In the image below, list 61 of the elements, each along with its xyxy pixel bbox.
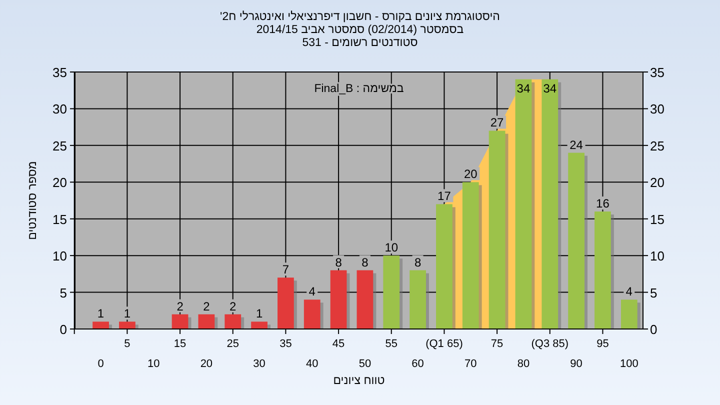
data-label: 1 bbox=[97, 306, 104, 321]
data-label: 4 bbox=[626, 284, 633, 299]
data-label: 24 bbox=[570, 138, 584, 152]
data-label: 20 bbox=[464, 167, 478, 182]
x-tick-label: 25 bbox=[226, 338, 239, 350]
y-axis-title: מספר סטודנטים bbox=[27, 161, 39, 240]
data-label: 1 bbox=[124, 306, 131, 321]
x-tick-label: 45 bbox=[332, 338, 345, 350]
y2-tick-label: 30 bbox=[650, 102, 664, 117]
x-axis-title: טווח ציונים bbox=[333, 375, 385, 387]
data-label: 1 bbox=[256, 306, 263, 321]
x-tick-label: 35 bbox=[280, 338, 292, 350]
chart-title: היסטוגרמת ציונים בקורס - חשבון דיפרנציאלי ואינטגרלי ח2' bbox=[220, 10, 500, 23]
x-tick-label: 95 bbox=[596, 338, 609, 350]
y2-tick-label: 25 bbox=[650, 138, 664, 154]
data-label: 2 bbox=[176, 299, 184, 314]
y2-tick-label: 0 bbox=[650, 322, 658, 337]
x-tick-label: 10 bbox=[147, 358, 160, 370]
y2-tick-label: 15 bbox=[650, 212, 664, 227]
x-tick-label: 20 bbox=[200, 358, 213, 370]
data-label: 10 bbox=[384, 240, 398, 255]
x-tick-label: 50 bbox=[358, 358, 372, 370]
y-tick-label: 10 bbox=[52, 248, 67, 264]
data-label: 34 bbox=[543, 81, 557, 96]
x-tick-label: 5 bbox=[124, 338, 130, 350]
x-tick-label: 0 bbox=[98, 358, 104, 370]
y-tick-label: 5 bbox=[60, 285, 67, 300]
y2-tick-label: 5 bbox=[650, 285, 658, 300]
x-tick-label: (Q3 85) bbox=[531, 338, 569, 350]
data-label: 16 bbox=[596, 196, 610, 211]
y2-tick-label: 35 bbox=[650, 65, 664, 80]
data-label: 7 bbox=[282, 262, 290, 277]
data-label: 8 bbox=[362, 255, 369, 270]
data-label: 27 bbox=[490, 116, 504, 130]
data-label: 2 bbox=[230, 299, 237, 314]
data-label: 8 bbox=[335, 255, 342, 270]
x-tick-label: 70 bbox=[464, 358, 477, 370]
x-tick-label: 60 bbox=[412, 358, 424, 370]
x-tick-label: 15 bbox=[174, 338, 186, 350]
data-label: 4 bbox=[308, 284, 316, 299]
x-tick-label: 100 bbox=[620, 358, 638, 370]
chart-subtitle: בסמסטר (02/2014) סמסטר אביב 2014/15 סטודנטים רשומים - 531 bbox=[256, 24, 464, 49]
x-tick-label: 55 bbox=[385, 338, 398, 350]
y-tick-label: 20 bbox=[52, 175, 67, 190]
y2-tick-label: 20 bbox=[650, 175, 664, 190]
y-tick-label: 0 bbox=[60, 322, 67, 337]
data-label: 17 bbox=[438, 189, 452, 204]
x-tick-label: 40 bbox=[306, 358, 318, 370]
y2-tick-label: 10 bbox=[650, 248, 664, 264]
x-tick-label: (Q1 65) bbox=[426, 338, 463, 350]
x-tick-label: 30 bbox=[253, 358, 266, 370]
y-tick-label: 25 bbox=[52, 138, 67, 154]
y-tick-label: 35 bbox=[52, 65, 67, 80]
x-tick-label: 90 bbox=[570, 358, 582, 370]
y-tick-label: 15 bbox=[52, 212, 67, 227]
data-label: 34 bbox=[516, 81, 530, 96]
y-tick-label: 30 bbox=[52, 102, 67, 117]
x-tick-label: 75 bbox=[490, 338, 504, 350]
x-tick-label: 80 bbox=[517, 358, 530, 370]
data-label: 8 bbox=[414, 255, 422, 270]
data-label: 2 bbox=[203, 299, 210, 314]
